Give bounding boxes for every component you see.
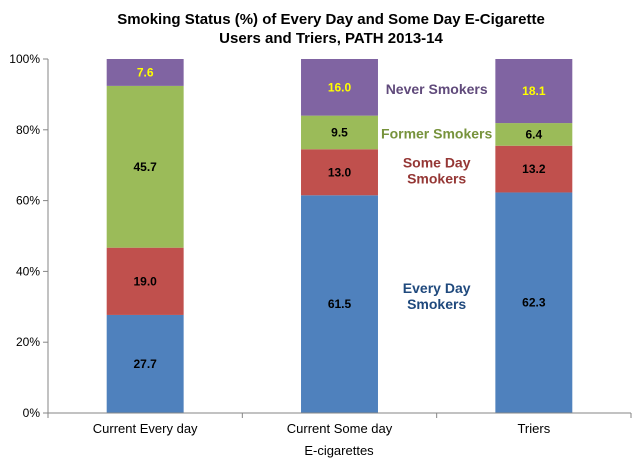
data-label: 9.5 (331, 125, 348, 139)
bar-segment (301, 195, 378, 413)
chart-title-line-2: Users and Triers, PATH 2013-14 (219, 30, 443, 47)
x-axis-title: E-cigarettes (304, 443, 374, 458)
data-label: 45.7 (133, 160, 157, 174)
y-tick-label: 40% (16, 264, 40, 278)
series-annotation-label: Some Day (403, 155, 471, 171)
data-label: 62.3 (522, 296, 546, 310)
bar-segment (301, 115, 378, 150)
y-tick-label: 80% (16, 123, 40, 137)
bar-segment (106, 247, 184, 315)
bar-segment (495, 59, 573, 124)
data-label: 13.0 (328, 165, 352, 179)
bar-segment (495, 145, 573, 193)
bar-segment (301, 149, 378, 196)
data-label: 13.2 (522, 162, 546, 176)
x-category-label: Current Every day (93, 421, 198, 436)
y-tick-label: 20% (16, 335, 40, 349)
y-tick-label: 60% (16, 194, 40, 208)
data-label: 61.5 (328, 297, 352, 311)
data-label: 27.7 (133, 357, 157, 371)
y-tick-label: 0% (23, 406, 41, 420)
series-annotation-label: Smokers (407, 296, 466, 312)
data-label: 6.4 (525, 127, 542, 141)
series-annotation-label: Every Day (403, 280, 471, 296)
bar-segment (106, 59, 184, 86)
data-label: 7.6 (137, 65, 154, 79)
chart-title-line-1: Smoking Status (%) of Every Day and Some… (117, 11, 545, 28)
series-annotation-label: Never Smokers (386, 81, 488, 97)
bar-segment (495, 192, 573, 413)
x-category-label: Current Some day (287, 421, 393, 436)
y-tick-label: 100% (9, 52, 40, 66)
x-category-label: Triers (517, 421, 550, 436)
bar-segment (106, 85, 184, 248)
series-annotation-label: Smokers (407, 171, 466, 187)
bar-segment (495, 123, 573, 146)
bar-segment (106, 314, 184, 413)
plot-area: 0% 20% 40% 60% 80% 100% Current Every day Curre… (9, 52, 632, 436)
data-label: 16.0 (328, 80, 352, 94)
bar-segment (301, 59, 378, 116)
series-annotation-label: Former Smokers (381, 125, 492, 141)
data-label: 18.1 (522, 84, 546, 98)
data-label: 19.0 (133, 274, 157, 288)
